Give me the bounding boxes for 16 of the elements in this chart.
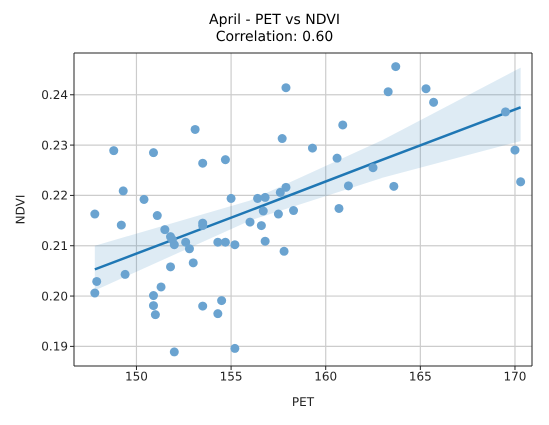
x-tick-label: 165 <box>408 370 432 384</box>
x-tick-label: 170 <box>504 370 526 384</box>
x-axis-title: PET <box>292 395 315 409</box>
y-tick-label: 0.19 <box>41 340 68 354</box>
chart-title: April - PET vs NDVI <box>208 12 341 29</box>
y-tick-label: 0.20 <box>41 289 68 304</box>
chart-subtitle: Correlation: 0.60 <box>214 29 334 46</box>
x-tick-label: 160 <box>314 370 338 384</box>
y-tick-label: 0.24 <box>41 88 68 102</box>
y-tick-label: 0.21 <box>41 238 68 253</box>
y-tick-label: 0.22 <box>41 188 68 203</box>
line-series <box>94 106 522 271</box>
x-tick-label: 150 <box>125 370 148 384</box>
y-axis-title: NDVI <box>13 194 28 224</box>
y-tick-label: 0.23 <box>41 138 68 152</box>
x-tick-label: 155 <box>220 370 243 384</box>
